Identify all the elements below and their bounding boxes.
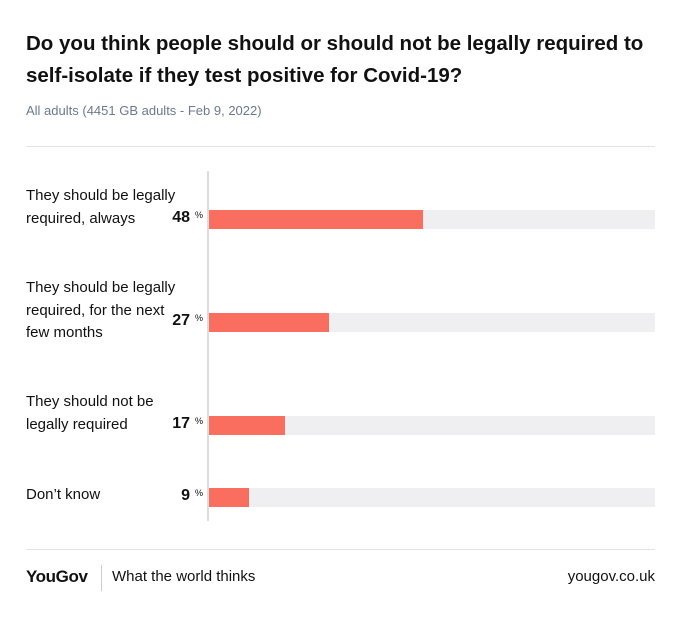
category-label: They should be legally required, for the… — [26, 279, 176, 341]
value-label: 9 — [181, 487, 190, 504]
value-label: 17 — [172, 415, 190, 432]
bar — [209, 210, 424, 229]
footer-tagline: What the world thinks — [112, 568, 256, 585]
category-label: They should be legally required, always — [26, 187, 176, 227]
percent-sign: % — [195, 416, 204, 426]
bottom-divider — [26, 549, 655, 550]
chart-subtitle: All adults (4451 GB adults - Feb 9, 2022… — [26, 103, 262, 118]
category-label: They should not be legally required — [26, 393, 154, 433]
bar — [209, 313, 330, 332]
value-label: 48 — [172, 209, 190, 226]
bar — [209, 488, 250, 507]
percent-sign: % — [195, 210, 204, 220]
value-label: 27 — [172, 312, 190, 329]
category-label: Don’t know — [26, 486, 101, 503]
footer-divider — [101, 565, 102, 591]
percent-sign: % — [195, 488, 204, 498]
chart-axis-line — [207, 171, 209, 521]
bar-track — [209, 488, 655, 507]
yougov-logo: YouGov — [26, 567, 88, 586]
bar — [209, 416, 285, 435]
bar-track — [209, 416, 655, 435]
percent-sign: % — [195, 313, 204, 323]
top-divider — [26, 146, 655, 147]
footer-url[interactable]: yougov.co.uk — [567, 568, 655, 585]
chart-title: Do you think people should or should not… — [26, 32, 644, 87]
